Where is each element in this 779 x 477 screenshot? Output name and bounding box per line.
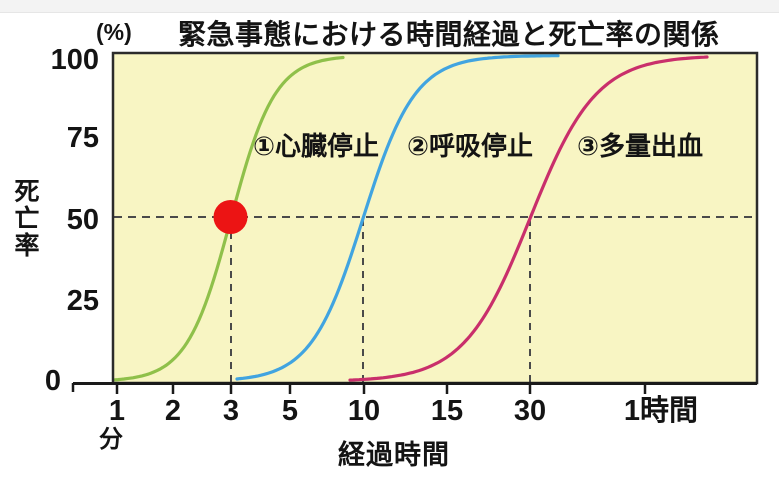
y-axis-title: 死亡率 [11,178,39,259]
x-tick-label-7: 1時間 [624,394,698,427]
x-tick-label-5: 15 [431,395,463,427]
chart-title: 緊急事態における時間経過と死亡率の関係 [178,19,720,50]
x-tick-label-6: 30 [514,395,546,427]
y-tick-label-1: 25 [67,285,99,317]
highlight-dot-3min-50pct [213,200,248,234]
y-axis-unit-label: (%) [96,19,132,45]
y-tick-label-0: 0 [45,365,61,397]
curve-label-respiratory-arrest: ②呼吸停止 [407,131,534,161]
x-tick-label-0: 1 [109,395,125,427]
top-border-strip [0,0,779,13]
x-tick-unit-label: 分 [99,426,123,453]
y-tick-label-4: 100 [51,44,99,76]
x-tick-label-1: 2 [165,395,181,427]
x-tick-label-3: 5 [282,395,298,427]
x-axis-title: 経過時間 [338,440,450,470]
x-tick-label-4: 10 [348,395,380,427]
curve-massive-bleeding [348,55,709,382]
x-tick-label-2: 3 [223,395,239,427]
curve-label-massive-bleeding: ③多量出血 [577,131,704,161]
y-tick-label-3: 75 [67,122,99,154]
curve-label-cardiac-arrest: ①心臓停止 [253,131,380,161]
y-tick-label-2: 50 [67,204,99,236]
curve-respiratory-arrest [235,54,560,381]
